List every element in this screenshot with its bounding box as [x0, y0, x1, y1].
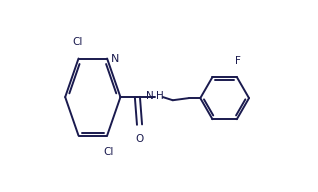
Text: Cl: Cl	[72, 37, 83, 47]
Text: N: N	[111, 54, 119, 64]
Text: N: N	[146, 91, 154, 101]
Text: O: O	[135, 134, 144, 144]
Text: Cl: Cl	[103, 147, 113, 157]
Text: H: H	[156, 91, 164, 101]
Text: F: F	[235, 56, 241, 66]
